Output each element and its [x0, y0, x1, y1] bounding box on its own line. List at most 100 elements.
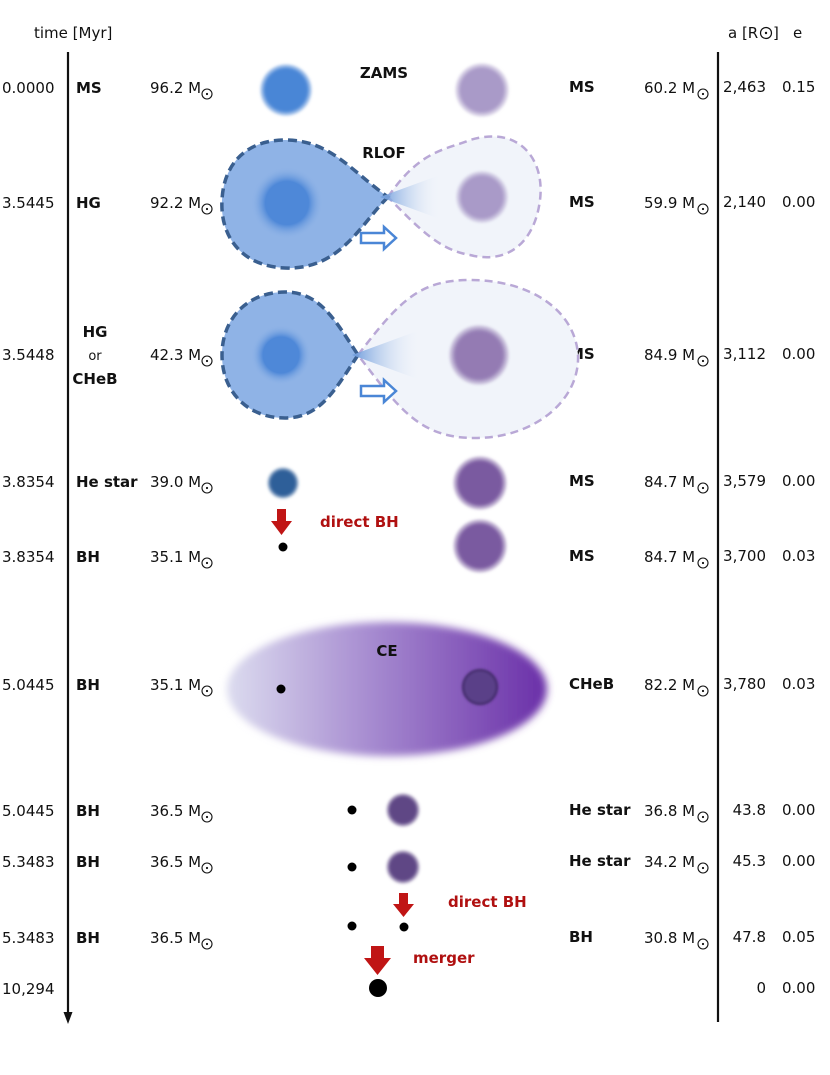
- rlof-label: RLOF: [362, 144, 406, 162]
- right-star-mass: 34.2 M: [644, 853, 695, 871]
- row-separation: 47.8: [733, 928, 766, 946]
- row-eccentricity: 0.00: [782, 801, 815, 819]
- row-eccentricity: 0.03: [782, 547, 815, 565]
- primary-star-hg: [251, 167, 323, 239]
- sun-symbol-icon: [697, 482, 709, 494]
- secondary-star-ms: [449, 325, 509, 385]
- row-time: 3.5448: [2, 346, 55, 364]
- right-star-mass: 36.8 M: [644, 802, 695, 820]
- left-star-mass: 35.1 M: [150, 548, 201, 566]
- merger-arrow-icon: [364, 946, 391, 975]
- row-time: 3.8354: [2, 473, 55, 491]
- row-eccentricity: 0.00: [782, 472, 815, 490]
- left-star-mass: 92.2 M: [150, 194, 201, 212]
- right-star-mass: 60.2 M: [644, 79, 695, 97]
- left-star-mass: 96.2 M: [150, 79, 201, 97]
- secondary-star-ms: [456, 171, 508, 223]
- secondary-star-ms: [455, 63, 509, 117]
- mass-transfer-arrow-icon: [359, 377, 398, 405]
- right-star-type: MS: [569, 472, 595, 490]
- a-label-close: ]: [773, 24, 779, 42]
- black-hole: [276, 684, 286, 694]
- sun-symbol-icon: [201, 557, 213, 569]
- row-time: 5.0445: [2, 802, 55, 820]
- common-envelope: [227, 622, 547, 756]
- secondary-core-cheb: [462, 669, 498, 705]
- mass-transfer-arrow-icon: [359, 224, 398, 252]
- row-time: 5.3483: [2, 929, 55, 947]
- row-time: 10,294: [2, 980, 55, 998]
- left-star-type: He star: [76, 473, 138, 491]
- row-separation: 3,579: [723, 472, 766, 490]
- row-eccentricity: 0.00: [782, 345, 815, 363]
- row-eccentricity: 0.00: [782, 979, 815, 997]
- right-star-mass: 82.2 M: [644, 676, 695, 694]
- direct-bh-label-1: direct BH: [320, 513, 399, 531]
- sun-symbol-icon: [201, 938, 213, 950]
- a-label: a [R: [728, 24, 758, 42]
- row-separation: 2,140: [723, 193, 766, 211]
- right-star-mass: 84.9 M: [644, 346, 695, 364]
- secondary-he-star: [386, 850, 420, 884]
- row-eccentricity: 0.00: [782, 193, 815, 211]
- direct-bh-arrow-icon: [271, 509, 292, 535]
- left-star-mass: 39.0 M: [150, 473, 201, 491]
- row-time: 3.5445: [2, 194, 55, 212]
- right-star-type: MS: [569, 78, 595, 96]
- left-star-type: BH: [76, 853, 100, 871]
- separation-header: a [R ]: [728, 24, 779, 42]
- sun-symbol-icon: [201, 203, 213, 215]
- mass-transfer-stream: [380, 175, 440, 219]
- black-hole: [347, 921, 357, 931]
- sun-symbol-icon: [201, 862, 213, 874]
- left-star-mass: 35.1 M: [150, 676, 201, 694]
- left-star-type: BH: [76, 548, 100, 566]
- time-axis: [63, 52, 73, 1024]
- sun-symbol-icon: [697, 862, 709, 874]
- left-star-type: HG: [76, 194, 101, 212]
- row-eccentricity: 0.03: [782, 675, 815, 693]
- rlof-system-1: [220, 135, 542, 270]
- right-star-type: MS: [569, 547, 595, 565]
- rlof-system-2: [220, 278, 580, 440]
- black-hole: [399, 922, 409, 932]
- black-hole: [278, 542, 288, 552]
- row-separation: 2,463: [723, 78, 766, 96]
- time-axis-arrow-icon: [63, 1012, 73, 1024]
- sun-symbol-icon: [697, 938, 709, 950]
- sun-symbol-icon: [201, 811, 213, 823]
- right-star-type: BH: [569, 928, 593, 946]
- row-separation: 3,112: [723, 345, 766, 363]
- sun-symbol-icon: [697, 88, 709, 100]
- sun-symbol-icon: [697, 811, 709, 823]
- right-star-mass: 59.9 M: [644, 194, 695, 212]
- primary-star-ms: [260, 64, 312, 116]
- stage-rows: 0.0000 MS 96.2 M MS 60.2 M 2,463 0.15 3.5445 HG 9…: [2, 78, 815, 998]
- secondary-he-star: [386, 793, 420, 827]
- sun-symbol-icon: [201, 685, 213, 697]
- secondary-star-ms: [453, 456, 507, 510]
- black-hole: [347, 805, 357, 815]
- sun-symbol-icon: [759, 26, 773, 40]
- row-eccentricity: 0.15: [782, 78, 815, 96]
- row-time: 5.3483: [2, 853, 55, 871]
- merged-black-hole: [369, 979, 387, 997]
- zams-label: ZAMS: [360, 64, 408, 82]
- row-separation: 45.3: [733, 852, 766, 870]
- row-time: 0.0000: [2, 79, 55, 97]
- ce-label: CE: [376, 642, 397, 660]
- direct-bh-arrow-icon-2: [393, 893, 414, 917]
- left-star-type: BH: [76, 676, 100, 694]
- right-star-type: MS: [569, 193, 595, 211]
- left-star-mass: 42.3 M: [150, 346, 201, 364]
- sun-symbol-icon: [697, 355, 709, 367]
- sun-symbol-icon: [201, 482, 213, 494]
- left-star-type: BH: [76, 802, 100, 820]
- row-separation: 3,700: [723, 547, 766, 565]
- primary-star: [251, 325, 311, 385]
- secondary-star-ms: [453, 519, 507, 573]
- sun-symbol-icon: [697, 203, 709, 215]
- right-star-mass: 84.7 M: [644, 473, 695, 491]
- row-time: 5.0445: [2, 676, 55, 694]
- left-star-type: BH: [76, 929, 100, 947]
